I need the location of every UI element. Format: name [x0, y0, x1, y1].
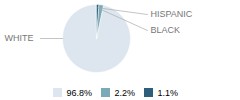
svg-text:HISPANIC: HISPANIC	[151, 9, 193, 19]
svg-text:WHITE: WHITE	[5, 33, 34, 43]
svg-text:BLACK: BLACK	[151, 25, 181, 35]
html-text:1.1%: 1.1%	[157, 87, 178, 98]
html-text:96.8%: 96.8%	[66, 87, 92, 98]
html-text:2.2%: 2.2%	[114, 87, 135, 98]
